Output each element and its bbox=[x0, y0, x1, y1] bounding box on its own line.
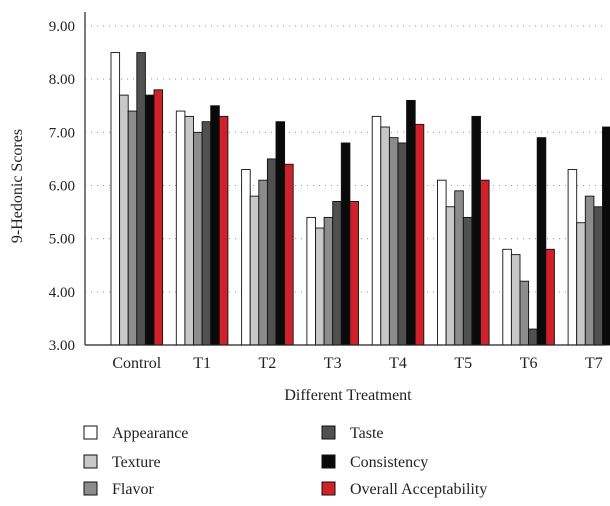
bar-texture-control bbox=[119, 94, 129, 346]
legend-swatch-consistency bbox=[321, 454, 336, 469]
bar-taste-t7 bbox=[593, 206, 603, 346]
legend-label: Texture bbox=[112, 454, 161, 471]
legend-label: Appearance bbox=[112, 425, 188, 442]
bar-taste-t4 bbox=[397, 142, 408, 346]
bar-texture-t7 bbox=[576, 222, 586, 346]
x-tick-label: Control bbox=[112, 355, 161, 372]
bar-overall-acceptability-control bbox=[153, 89, 164, 346]
bar-texture-t5 bbox=[445, 206, 456, 346]
y-tick-label: 5.00 bbox=[49, 232, 75, 248]
legend-swatch-texture bbox=[83, 454, 98, 469]
legend-swatch-overall-acceptability bbox=[321, 481, 336, 496]
x-tick-label: T3 bbox=[324, 355, 342, 372]
legend-label: Flavor bbox=[112, 481, 154, 498]
bar-consistency-t2 bbox=[275, 121, 286, 346]
bar-overall-acceptability-t3 bbox=[349, 200, 359, 346]
legend: Appearance Texture Flavor Taste Consistency O… bbox=[83, 425, 487, 498]
legend-swatch-taste bbox=[321, 425, 336, 440]
bar-flavor-t5 bbox=[454, 190, 464, 346]
bar-overall-acceptability-t4 bbox=[414, 123, 425, 346]
axes bbox=[84, 12, 606, 346]
bar-flavor-control bbox=[127, 110, 138, 346]
bar-appearance-t7 bbox=[567, 169, 578, 346]
y-tick-label: 4.00 bbox=[49, 285, 75, 301]
bar-flavor-t2 bbox=[258, 179, 268, 346]
y-tick-label: 3.00 bbox=[49, 338, 75, 354]
bar-flavor-t4 bbox=[388, 137, 399, 346]
bar-consistency-t7 bbox=[602, 126, 610, 346]
bar-flavor-t6 bbox=[519, 280, 530, 346]
bar-taste-t6 bbox=[528, 328, 538, 346]
bar-consistency-t5 bbox=[471, 115, 481, 346]
bar-flavor-t3 bbox=[323, 216, 334, 346]
x-tick-label: T2 bbox=[259, 355, 277, 372]
legend-swatch-appearance bbox=[83, 425, 98, 440]
bar-texture-t4 bbox=[380, 126, 390, 346]
bar-texture-t1 bbox=[184, 115, 194, 346]
bar-consistency-t4 bbox=[406, 99, 416, 346]
y-axis-label: 9-Hedonic Scores bbox=[9, 129, 26, 243]
bar-texture-t3 bbox=[315, 227, 325, 346]
bar-consistency-t6 bbox=[536, 137, 547, 346]
bar-overall-acceptability-t2 bbox=[284, 163, 294, 346]
bar-appearance-t2 bbox=[241, 169, 251, 346]
bar-texture-t2 bbox=[249, 195, 260, 346]
bar-taste-t1 bbox=[201, 121, 212, 346]
x-tick-label: T4 bbox=[389, 355, 407, 372]
y-tick-label: 7.00 bbox=[49, 125, 75, 141]
y-tick-label: 8.00 bbox=[49, 72, 75, 88]
y-tick-label: 9.00 bbox=[49, 19, 75, 35]
x-axis-label: Different Treatment bbox=[284, 387, 412, 404]
bar-flavor-t1 bbox=[193, 131, 203, 346]
bar-taste-t5 bbox=[462, 216, 473, 346]
x-tick-label: T1 bbox=[193, 355, 211, 372]
bars bbox=[110, 52, 610, 346]
bar-appearance-t3 bbox=[306, 216, 316, 346]
x-tick-label: T7 bbox=[585, 355, 603, 372]
legend-label: Overall Acceptability bbox=[350, 481, 487, 498]
x-tick-label: T5 bbox=[454, 355, 472, 372]
bar-appearance-control bbox=[110, 52, 121, 346]
bar-taste-t2 bbox=[266, 158, 277, 346]
bar-taste-control bbox=[136, 52, 146, 346]
bar-appearance-t4 bbox=[371, 115, 382, 346]
legend-swatch-flavor bbox=[83, 481, 98, 496]
legend-label: Taste bbox=[350, 425, 384, 442]
bar-overall-acceptability-t5 bbox=[480, 179, 490, 346]
bar-texture-t6 bbox=[510, 254, 521, 346]
bar-flavor-t7 bbox=[584, 195, 595, 346]
bar-consistency-control bbox=[144, 94, 155, 346]
bar-overall-acceptability-t1 bbox=[218, 115, 229, 346]
y-tick-label: 6.00 bbox=[49, 179, 75, 195]
bar-appearance-t5 bbox=[437, 179, 447, 346]
bar-overall-acceptability-t6 bbox=[545, 248, 555, 346]
bar-consistency-t1 bbox=[210, 105, 220, 346]
legend-label: Consistency bbox=[350, 454, 428, 471]
x-tick-labels: Control T1 T2 T3 T4 T5 T6 T7 bbox=[112, 355, 602, 372]
bar-consistency-t3 bbox=[340, 142, 351, 346]
y-tick-labels: 3.00 4.00 5.00 6.00 7.00 8.00 9.00 bbox=[49, 19, 75, 354]
x-tick-label: T6 bbox=[520, 355, 538, 372]
bar-appearance-t6 bbox=[502, 248, 512, 346]
bar-appearance-t1 bbox=[175, 110, 186, 346]
bar-taste-t3 bbox=[332, 200, 342, 346]
